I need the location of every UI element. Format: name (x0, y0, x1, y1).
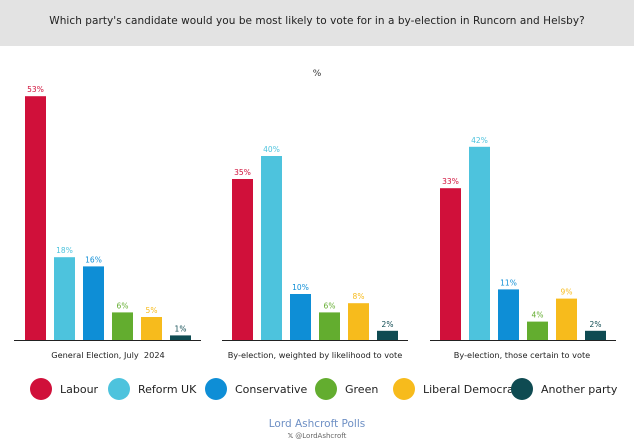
red-dot-icon (30, 378, 52, 400)
legend-label: Green (345, 382, 379, 396)
legend-item-labour: Labour (30, 376, 98, 402)
bar-conservative (498, 289, 519, 340)
legend-item-liberal-democrat: Liberal Democrat (393, 376, 518, 402)
bar-conservative (83, 266, 104, 340)
bar-another-party (585, 330, 606, 340)
bar-reform-uk (54, 257, 75, 340)
group-label: By-election, weighted by likelihood to v… (228, 350, 403, 360)
bar-value-label: 2% (382, 320, 394, 329)
bar-green (319, 312, 340, 340)
legend-label: Another party (541, 382, 618, 396)
legend-label: Conservative (235, 382, 308, 396)
chart-question-title: Which party's candidate would you be mos… (49, 15, 585, 27)
legend-item-green: Green (315, 376, 378, 402)
chart-legend: Labour Reform UK Conservative Green Libe… (0, 376, 634, 402)
x-logo-icon: 𝕏 (287, 432, 294, 440)
bar-labour (25, 96, 46, 340)
group-label: General Election, July 2024 (51, 350, 165, 360)
blue-dot-icon (205, 378, 227, 400)
legend-item-reform-uk: Reform UK (108, 376, 196, 402)
footer-brand: Lord Ashcroft Polls (268, 418, 366, 430)
bar-labour (440, 188, 461, 340)
green-dot-icon (315, 378, 337, 400)
footer-handle: @LordAshcroft (295, 432, 347, 440)
bar-conservative (290, 294, 311, 340)
bar-value-label: 18% (56, 246, 73, 255)
bar-value-label: 8% (353, 292, 365, 301)
bar-value-label: 33% (442, 177, 459, 186)
bar-reform-uk (261, 156, 282, 340)
legend-item-conservative: Conservative (205, 376, 307, 402)
bar-liberal-democrat (348, 303, 369, 340)
chart-unit-label: % (313, 69, 322, 79)
dark-teal-dot-icon (511, 378, 533, 400)
bar-another-party (170, 335, 191, 340)
bar-value-label: 42% (471, 136, 488, 145)
legend-label: Liberal Democrat (423, 382, 519, 396)
bar-value-label: 35% (234, 168, 251, 177)
light-blue-dot-icon (108, 378, 130, 400)
bar-value-label: 2% (590, 320, 602, 329)
bar-value-label: 5% (146, 306, 158, 315)
legend-label: Labour (60, 382, 99, 396)
legend-label: Reform UK (138, 382, 197, 396)
bar-reform-uk (469, 146, 490, 340)
legend-item-another-party: Another party (511, 376, 617, 402)
group-label: By-election, those certain to vote (454, 350, 590, 360)
footer-handle-line: 𝕏 @LordAshcroft (0, 432, 634, 440)
bar-value-label: 6% (324, 301, 336, 310)
bar-liberal-democrat (141, 317, 162, 340)
bar-value-label: 6% (117, 301, 129, 310)
yellow-dot-icon (393, 378, 415, 400)
bar-another-party (377, 330, 398, 340)
bar-value-label: 1% (175, 324, 187, 333)
bar-liberal-democrat (556, 298, 577, 340)
bar-value-label: 16% (85, 255, 102, 264)
bar-value-label: 53% (27, 85, 44, 94)
bar-value-label: 4% (532, 311, 544, 320)
bar-value-label: 40% (263, 145, 280, 154)
bar-value-label: 11% (500, 278, 517, 287)
bar-green (112, 312, 133, 340)
bar-value-label: 10% (292, 283, 309, 292)
bar-green (527, 321, 548, 340)
chart-header: Which party's candidate would you be mos… (0, 0, 634, 46)
bar-value-label: 9% (561, 288, 573, 297)
bar-labour (232, 179, 253, 340)
